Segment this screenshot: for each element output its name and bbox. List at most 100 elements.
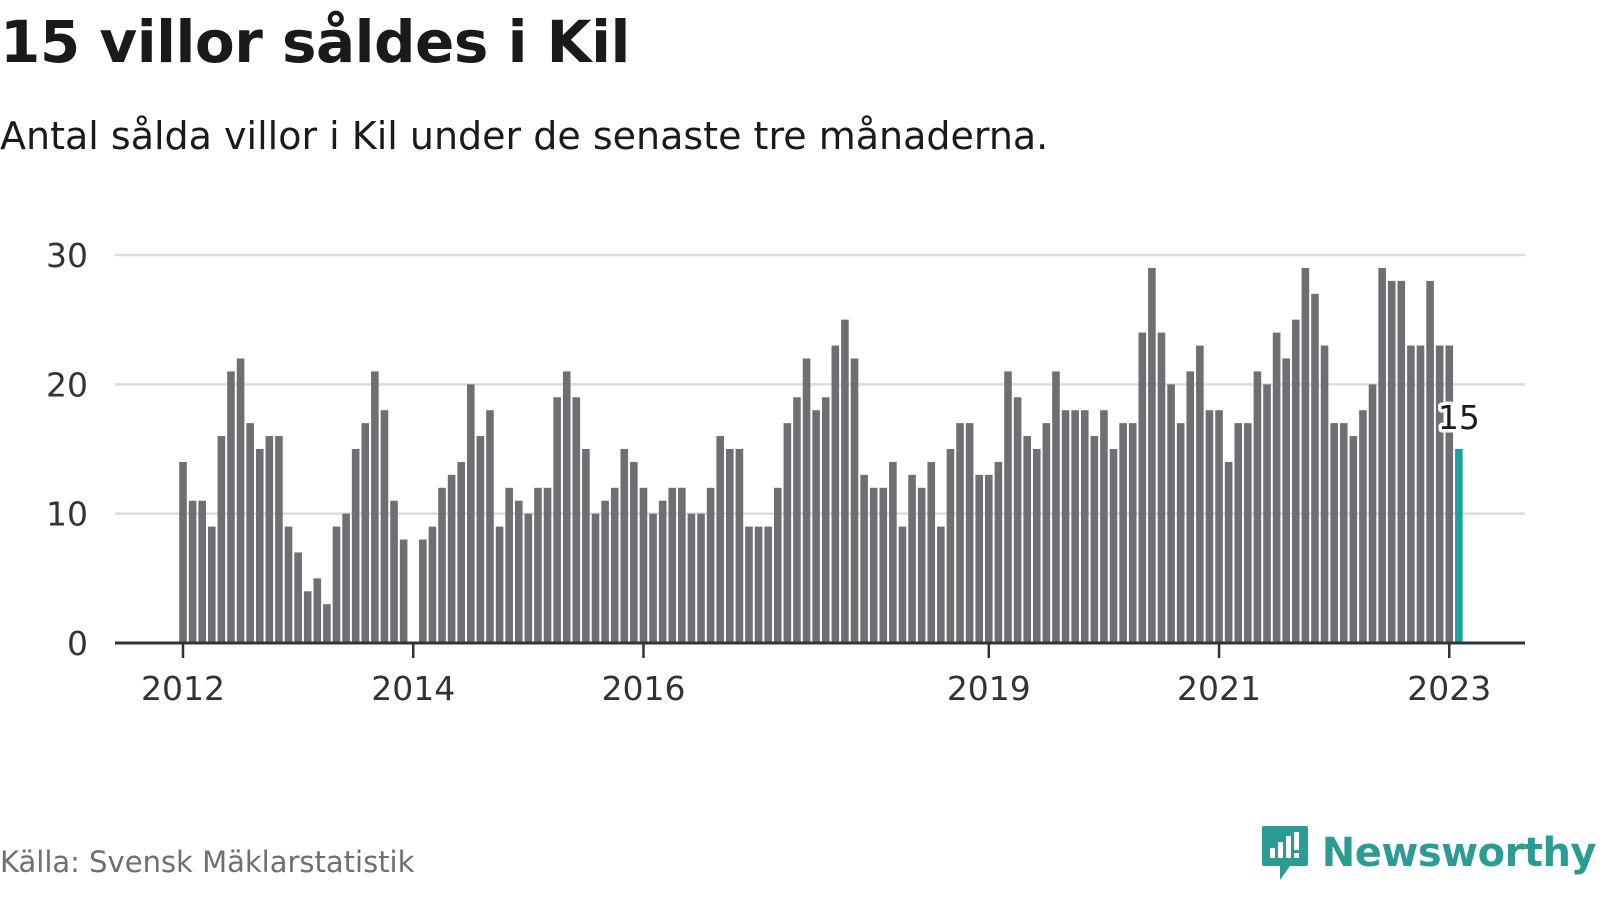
bar [351,449,360,643]
bar [303,591,312,643]
bar [975,474,984,643]
bar [543,487,552,643]
bar [1426,280,1434,643]
bar [1004,371,1012,643]
bar [831,345,840,643]
bar [793,397,801,643]
grid-lines [115,253,1525,515]
bar [1378,267,1386,643]
chart-subtitle: Antal sålda villor i Kil under de senast… [0,114,1049,158]
bar [572,397,581,643]
x-tick-label: 2012 [141,669,225,708]
bar [332,526,341,643]
bar [1311,293,1319,643]
bar [687,513,696,643]
bar [1196,345,1204,643]
bar [380,410,389,643]
bar [850,358,859,643]
bar [630,461,638,643]
bar [188,500,197,643]
bar [1339,423,1348,643]
bar [236,358,245,643]
bar [1397,280,1406,643]
bar [994,461,1003,643]
bar [246,423,254,643]
bar [1013,397,1022,643]
bar [735,449,744,643]
bar [419,539,427,643]
bar [898,526,907,643]
y-tick-label: 20 [46,365,88,404]
highlight-value-label: 15 [1438,398,1480,437]
bar [773,487,782,643]
bar [821,397,830,643]
bar [649,513,657,643]
bar [227,371,235,643]
bar [1119,423,1127,643]
bar [476,436,485,643]
bar [1052,371,1060,643]
bar [1215,410,1223,643]
newsworthy-logo-icon [1261,826,1308,880]
bar [399,539,408,643]
bar [562,371,571,643]
bar [198,500,206,643]
bar [428,526,437,643]
y-tick-label: 0 [67,624,88,663]
bar [1349,436,1358,643]
brand-logo: Newsworthy [1260,822,1597,884]
bar [1042,423,1051,643]
bar [255,449,264,643]
x-axis-labels: 2012 2014 2016 2019 2021 2023 [141,669,1491,708]
bar [1272,332,1281,643]
bar [1407,345,1415,643]
bar [361,423,370,643]
bar [841,319,849,643]
x-tick-label: 2016 [601,669,685,708]
bar [505,487,513,643]
bar [179,461,187,643]
bar [745,526,753,643]
bar [342,513,350,643]
bar [678,487,686,643]
bar [869,487,878,643]
bar [620,449,629,643]
bar [514,500,523,643]
bar [783,423,792,643]
bar [716,436,725,643]
bar [1387,280,1396,643]
bar [1090,436,1099,643]
bar [447,474,456,643]
bar [908,474,916,643]
bar [1291,319,1300,643]
bar [313,578,322,643]
bar [965,423,974,643]
bar [275,436,283,643]
bar [553,397,561,643]
bar [1205,410,1214,643]
bar [371,371,379,643]
bar [1445,345,1454,643]
bar [697,513,705,643]
x-axis [115,641,1525,658]
bar [1368,384,1377,643]
x-tick-label: 2019 [947,669,1031,708]
bar [1253,371,1262,643]
y-axis-labels: 0 10 20 30 [46,236,88,663]
bar [658,500,667,643]
bar [726,449,734,643]
bar [466,384,475,643]
bar [639,487,648,643]
bar [457,461,465,643]
bar-series [179,267,1463,643]
bar [591,513,600,643]
brand-name: Newsworthy [1321,830,1597,876]
bar [917,487,926,643]
bar [1176,423,1185,643]
bar [1435,345,1444,643]
bar [1330,423,1338,643]
bar [985,474,993,643]
bar [207,526,216,643]
bar [486,410,494,643]
bar [1301,267,1310,643]
